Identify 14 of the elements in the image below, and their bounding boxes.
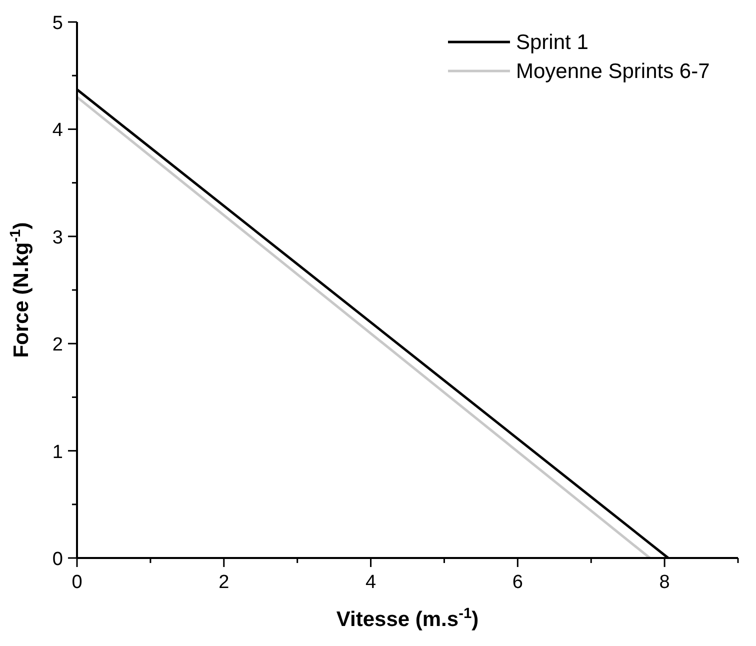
y-tick-label: 0: [52, 549, 63, 570]
y-tick-label: 3: [52, 227, 63, 248]
legend-label: Moyenne Sprints 6-7: [516, 60, 710, 83]
x-axis-title: Vitesse (m.s$^{-1}$): [336, 606, 479, 631]
x-tick-label: 6: [512, 572, 523, 593]
x-tick-label: 8: [659, 572, 670, 593]
y-tick-label: 2: [52, 334, 63, 356]
x-tick-label: 0: [72, 572, 82, 593]
y-tick-label: 4: [52, 120, 64, 142]
y-tick-label: 1: [52, 442, 63, 463]
y-tick-label: 5: [52, 13, 63, 34]
x-tick-label: 2: [218, 572, 230, 593]
legend-label: Sprint 1: [516, 31, 588, 54]
x-tick-label: 4: [365, 572, 376, 593]
